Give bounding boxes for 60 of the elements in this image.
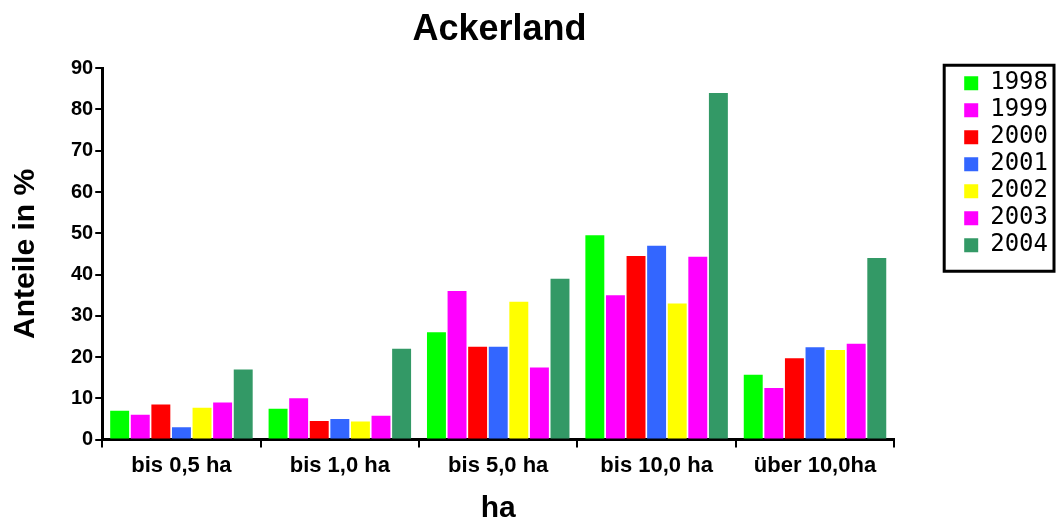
y-tick-label: 30	[71, 303, 94, 326]
bar	[468, 346, 488, 439]
x-tick-label: bis 0,5 ha	[131, 451, 233, 477]
bar	[488, 346, 508, 439]
x-tick-label: über 10,0ha	[753, 451, 877, 477]
y-tick-label: 70	[71, 138, 94, 161]
bar	[289, 398, 309, 439]
bar	[647, 245, 667, 439]
bar	[371, 415, 391, 439]
bar	[151, 404, 171, 439]
x-tick-label: bis 1,0 ha	[289, 451, 391, 477]
chart-title: Ackerland	[412, 6, 587, 48]
y-tick-label: 90	[71, 55, 94, 78]
bar	[110, 410, 130, 439]
x-axis-title: ha	[480, 490, 517, 524]
x-tick-label: bis 10,0 ha	[600, 451, 714, 477]
bar	[309, 421, 329, 439]
bar	[867, 258, 887, 439]
y-axis-title: Anteile in %	[7, 168, 41, 339]
bar	[192, 407, 212, 439]
legend-label: 2000	[990, 121, 1048, 150]
bar	[130, 414, 150, 439]
bar	[268, 408, 288, 439]
bar	[667, 303, 687, 439]
y-tick-label: 60	[71, 179, 94, 202]
legend-label: 2003	[990, 202, 1048, 231]
bar	[605, 295, 625, 439]
legend-label: 1998	[990, 67, 1048, 96]
bar	[708, 92, 728, 439]
x-tick-label: bis 5,0 ha	[448, 451, 550, 477]
bar	[447, 291, 467, 439]
y-tick-label: 10	[71, 385, 94, 408]
bar	[550, 278, 570, 439]
legend-label: 2002	[990, 175, 1048, 204]
legend-label: 2001	[990, 148, 1048, 177]
bar	[330, 418, 350, 439]
bar	[743, 374, 763, 439]
bar	[171, 427, 191, 439]
y-tick-label: 80	[71, 96, 94, 119]
bar	[764, 388, 784, 439]
bar	[392, 348, 412, 439]
bar	[509, 301, 529, 439]
y-tick-label: 0	[82, 427, 94, 450]
bar	[426, 332, 446, 439]
bar	[585, 235, 605, 439]
legend-label: 1999	[990, 94, 1048, 123]
bar	[805, 347, 825, 439]
legend-label: 2004	[990, 229, 1048, 258]
bar	[784, 358, 804, 439]
y-tick-label: 40	[71, 262, 94, 285]
bar	[826, 350, 846, 439]
bar	[213, 402, 233, 439]
bar	[350, 421, 370, 439]
bar	[846, 343, 866, 439]
bar	[529, 367, 549, 439]
y-tick-label: 50	[71, 220, 94, 243]
y-tick-label: 20	[71, 344, 94, 367]
bar	[233, 369, 253, 439]
bar	[626, 255, 646, 439]
bar	[688, 256, 708, 439]
